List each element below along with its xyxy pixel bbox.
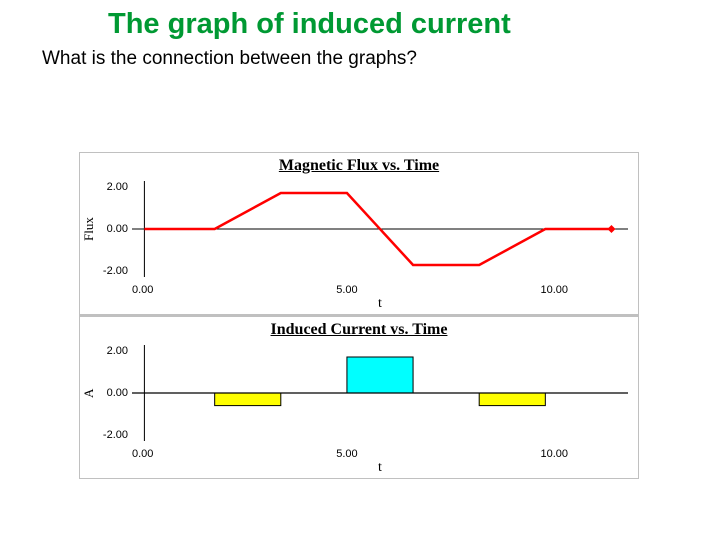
- current-ytick: 2.00: [98, 345, 128, 357]
- current-plot-wrap: A 2.00 0.00 -2.00: [80, 339, 638, 447]
- flux-xlabel: t: [132, 296, 628, 314]
- current-yticks: 2.00 0.00 -2.00: [98, 339, 132, 447]
- flux-graph-title: Magnetic Flux vs. Time: [80, 157, 638, 175]
- flux-plot-wrap: Flux 2.00 0.00 -2.00: [80, 175, 638, 283]
- flux-xtick: 10.00: [540, 284, 568, 296]
- flux-xtick: 0.00: [132, 284, 153, 296]
- current-ytick: 0.00: [98, 387, 128, 399]
- flux-xtick: 5.00: [336, 284, 357, 296]
- current-ylabel: A: [80, 339, 98, 447]
- current-xaxis: 0.00 5.00 10.00: [132, 447, 628, 460]
- current-ytick: -2.00: [98, 429, 128, 441]
- slide-title: The graph of induced current: [108, 8, 511, 41]
- current-xtick: 10.00: [540, 448, 568, 460]
- flux-xaxis: 0.00 5.00 10.00: [132, 283, 628, 296]
- flux-yticks: 2.00 0.00 -2.00: [98, 175, 132, 283]
- current-graph-panel: Induced Current vs. Time A 2.00 0.00 -2.…: [79, 315, 639, 479]
- flux-plot-svg: [132, 175, 628, 283]
- subtitle: What is the connection between the graph…: [42, 48, 417, 70]
- flux-graph-panel: Magnetic Flux vs. Time Flux 2.00 0.00 -2…: [79, 152, 639, 315]
- current-xticks: 0.00 5.00 10.00: [132, 447, 628, 460]
- flux-plot-area: [132, 175, 628, 283]
- current-xtick: 0.00: [132, 448, 153, 460]
- current-graph-title: Induced Current vs. Time: [80, 321, 638, 339]
- flux-xticks: 0.00 5.00 10.00: [132, 283, 628, 296]
- flux-ylabel: Flux: [80, 175, 98, 283]
- current-plot-area: [132, 339, 628, 447]
- current-plot-svg: [132, 339, 628, 447]
- current-xlabel: t: [132, 460, 628, 478]
- current-xtick: 5.00: [336, 448, 357, 460]
- flux-ytick: 2.00: [98, 181, 128, 193]
- flux-ytick: -2.00: [98, 265, 128, 277]
- flux-ytick: 0.00: [98, 223, 128, 235]
- graphs-container: Magnetic Flux vs. Time Flux 2.00 0.00 -2…: [79, 152, 639, 479]
